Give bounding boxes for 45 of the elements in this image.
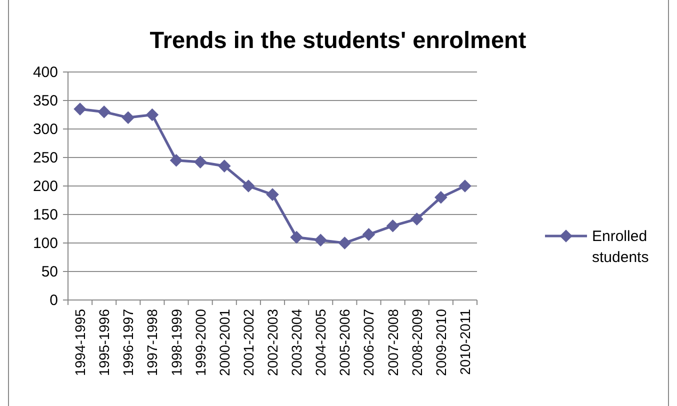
x-tick-label: 1994-1995 <box>72 308 88 376</box>
point <box>362 228 376 241</box>
x-tick-label: 1995-1996 <box>96 308 112 376</box>
x-tick-label: 2010-2011 <box>456 308 473 375</box>
point <box>146 108 159 122</box>
x-tick-label: 2001-2002 <box>240 308 256 376</box>
y-tick-label: 200 <box>32 178 58 195</box>
x-tick-label: 2009-2010 <box>432 308 449 376</box>
point <box>242 180 255 192</box>
x-tick-label: 2000-2001 <box>216 308 232 376</box>
point <box>338 236 352 250</box>
point <box>194 156 207 168</box>
y-tick-label: 300 <box>32 120 58 138</box>
x-tick-label: 2008-2009 <box>408 308 425 376</box>
x-tick-label: 2007-2008 <box>384 308 401 376</box>
y-tick-label: 0 <box>50 292 58 309</box>
x-tick-label: 2006-2007 <box>360 308 377 376</box>
chart-title: Trends in the students' enrolment <box>150 27 526 53</box>
x-tick-label: 1996-1997 <box>120 308 136 376</box>
point <box>122 111 135 124</box>
point <box>266 188 279 201</box>
point <box>314 234 328 247</box>
legend-label: Enrolled students <box>592 228 649 266</box>
y-tick-label: 50 <box>41 263 58 280</box>
y-tick-label: 400 <box>32 64 58 81</box>
point <box>290 230 303 244</box>
x-tick-label: 2002-2003 <box>264 308 280 376</box>
x-tick-label: 1998-1999 <box>168 308 184 376</box>
x-tick-label: 2004-2005 <box>312 308 329 376</box>
point <box>458 180 472 192</box>
point <box>386 219 400 232</box>
x-tick-label: 1997-1998 <box>144 308 160 376</box>
y-tick-label: 250 <box>32 149 58 166</box>
point <box>434 190 448 204</box>
point <box>98 105 110 118</box>
y-tick-label: 150 <box>32 206 58 224</box>
point <box>218 160 231 172</box>
x-tick-label: 2005-2006 <box>336 308 353 376</box>
y-tick-label: 350 <box>32 92 58 110</box>
x-tick-label: 2003-2004 <box>288 308 305 376</box>
point <box>410 212 424 226</box>
y-tick-label: 100 <box>32 234 58 252</box>
x-tick-label: 1999-2000 <box>192 308 208 376</box>
point <box>74 102 86 116</box>
point <box>170 154 183 167</box>
